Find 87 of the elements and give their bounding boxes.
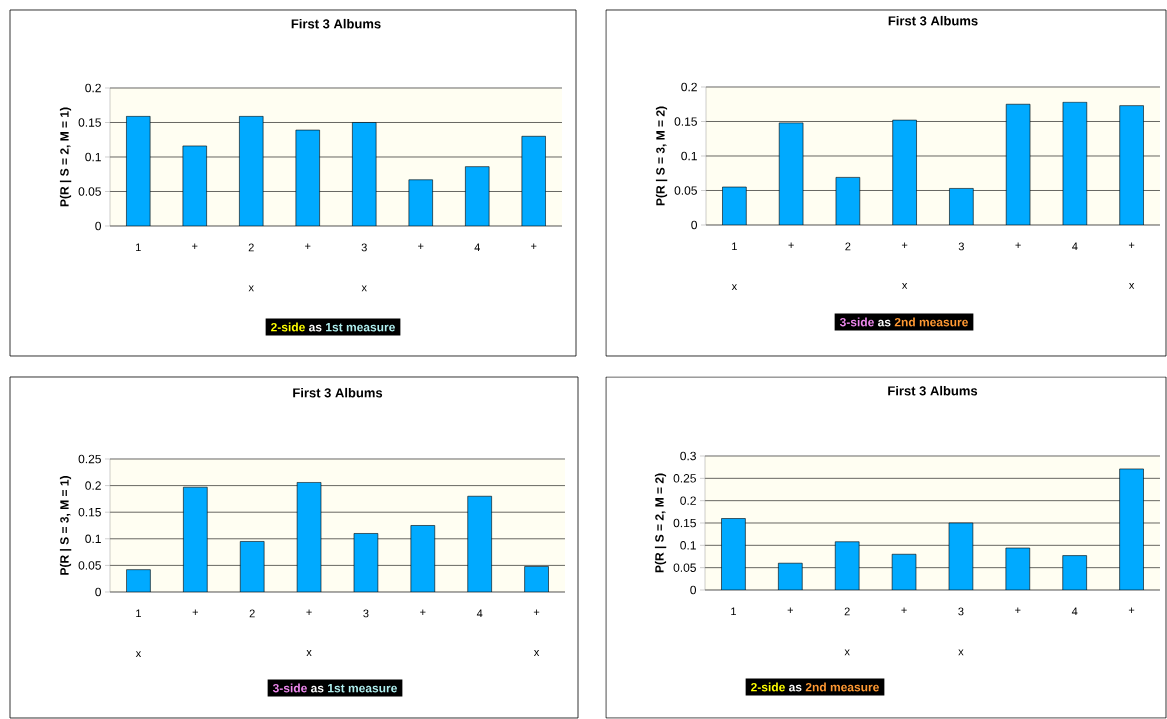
x-tick-label: 4 <box>1072 242 1078 251</box>
x-tick-label: 4 <box>474 243 480 252</box>
y-axis-title: P(R | S = 3, M = 2) <box>655 106 668 206</box>
y-tick-label: 0.1 <box>680 541 696 550</box>
text: 3-side <box>839 317 874 327</box>
x-tick-label: 2 <box>249 609 255 618</box>
y-tick-label: 0.3 <box>680 451 696 461</box>
x-tick-label: + <box>788 242 794 248</box>
text: as <box>309 324 322 332</box>
x-tick-label: 4 <box>476 609 483 618</box>
x-tick-label: + <box>420 609 426 615</box>
text: 3-side <box>272 683 307 693</box>
x-tick-label: + <box>192 609 198 615</box>
y-tick-label: 0.2 <box>681 82 697 92</box>
y-tick-label: 0.2 <box>680 496 696 505</box>
bar <box>1119 468 1144 590</box>
bar <box>126 569 151 592</box>
y-tick-label: 0.1 <box>681 151 697 161</box>
category-label: 1 x <box>135 609 142 658</box>
y-tick-label: 0.25 <box>78 454 101 464</box>
y-axis-title: P(R | S = 3, M = 1) <box>59 476 72 575</box>
y-tick-label: 0.1 <box>85 534 101 544</box>
bar <box>721 518 746 590</box>
y-tick-label: 0.1 <box>85 152 101 162</box>
y-tick-label: 0.2 <box>85 481 101 490</box>
category-label: + x <box>306 609 312 656</box>
y-tick-label: 0.05 <box>673 563 696 572</box>
y-tick-label: 0 <box>691 220 698 230</box>
x-tick-label: + <box>192 243 198 249</box>
y-tick-label: 0.15 <box>674 117 697 126</box>
text: 2nd measure <box>894 317 968 327</box>
bar <box>296 482 322 592</box>
x-tick-label: + <box>1128 607 1135 613</box>
y-tick-label: 0.15 <box>78 118 101 127</box>
x-tick-label: 1 <box>136 243 141 252</box>
x-tick-label: + <box>418 243 424 249</box>
x-tick-label: 3 <box>363 609 369 618</box>
y-tick-label: 0.2 <box>85 83 101 93</box>
chart-title: First 3 Albums <box>888 15 978 26</box>
text: as <box>311 685 324 693</box>
y-tick-label: 0.05 <box>674 186 697 195</box>
chart-title: First 3 Albums <box>888 385 978 396</box>
category-label: + x <box>533 609 540 656</box>
x-tick-label: 1 <box>731 607 736 616</box>
x-tick-label: + <box>901 607 907 613</box>
text: 1st measure <box>326 323 395 332</box>
category-label: 1 x <box>731 242 738 291</box>
bar <box>778 562 803 590</box>
chart-title: First 3 Albums <box>291 18 381 29</box>
y-axis-title: P(R | S = 2, M = 1) <box>59 107 72 207</box>
text: 2-side <box>751 682 785 692</box>
category-label: 2 x <box>248 243 254 292</box>
category-label: 2 x <box>844 607 850 656</box>
y-tick-label: 0 <box>690 585 697 595</box>
bar <box>467 495 492 592</box>
x-tick-label: + <box>1015 242 1021 248</box>
x-tick-label: + <box>1015 607 1021 613</box>
x-tick-label: + <box>305 243 311 249</box>
y-axis-title: P(R | S = 2, M = 2) <box>654 473 667 573</box>
x-tick-label: + <box>787 607 793 613</box>
chart-title: First 3 Albums <box>293 387 383 398</box>
x-tick-label: 4 <box>1071 607 1078 616</box>
text: 2-side <box>271 322 305 332</box>
bar <box>524 566 549 592</box>
text: 2nd measure <box>805 682 879 692</box>
y-tick-label: 0.15 <box>673 518 696 528</box>
bar <box>410 525 436 592</box>
category-label: 3 x <box>958 607 964 656</box>
text: as <box>878 319 891 327</box>
x-tick-label: 3 <box>958 242 964 251</box>
bar <box>1062 555 1087 590</box>
bar <box>834 541 860 590</box>
category-label: 3 x <box>361 243 367 292</box>
bar <box>353 533 379 592</box>
x-tick-label: + <box>531 243 537 249</box>
bar <box>183 486 208 592</box>
text: 1st measure <box>328 684 397 693</box>
y-tick-label: 0.05 <box>78 561 101 570</box>
y-tick-label: 0.25 <box>673 474 696 483</box>
category-label: + x <box>1128 242 1135 289</box>
y-tick-label: 0.15 <box>78 507 101 517</box>
y-tick-label: 0.05 <box>78 187 101 196</box>
y-tick-label: 0 <box>95 221 102 231</box>
text: as <box>789 684 802 692</box>
x-tick-label: 2 <box>845 242 851 251</box>
y-tick-label: 0 <box>95 587 102 597</box>
category-label: + x <box>901 242 908 289</box>
